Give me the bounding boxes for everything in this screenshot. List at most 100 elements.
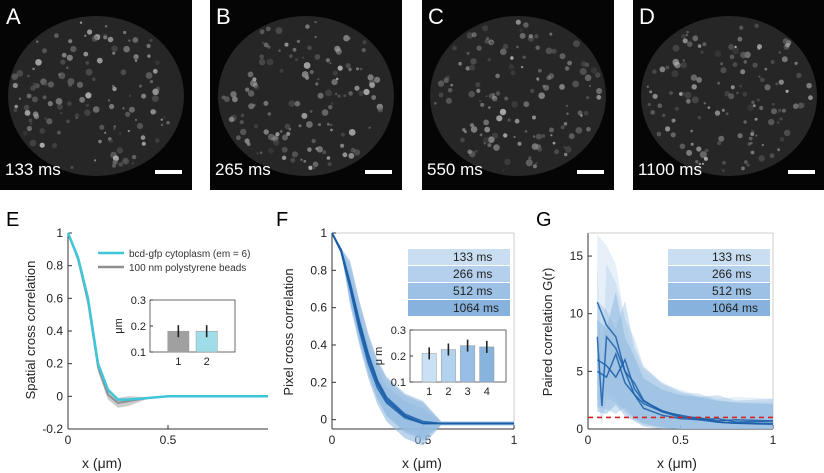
- fluorescent-spot: [47, 101, 53, 107]
- panel-label-d: D: [639, 4, 655, 29]
- fluorescent-spot: [337, 94, 341, 98]
- fluorescent-spot: [671, 118, 676, 123]
- exposure-time-b: 265 ms: [215, 160, 271, 179]
- fluorescent-spot: [291, 151, 299, 158]
- fluorescent-spot: [698, 162, 701, 166]
- fluorescent-spot: [343, 94, 347, 98]
- fluorescent-spot: [362, 40, 367, 45]
- fluorescent-spot: [471, 32, 477, 38]
- fluorescent-spot: [496, 115, 503, 122]
- fluorescent-spot: [104, 131, 107, 134]
- fluorescent-spot: [343, 35, 350, 42]
- micrograph-a-image: [8, 16, 184, 176]
- fluorescent-spot: [536, 77, 540, 81]
- fluorescent-spot: [359, 67, 363, 71]
- fluorescent-spot: [443, 77, 449, 84]
- fluorescent-spot: [499, 108, 507, 116]
- y-tick-label: 0.2: [310, 375, 327, 389]
- fluorescent-spot: [662, 113, 666, 117]
- fluorescent-spot: [307, 147, 312, 152]
- fluorescent-spot: [153, 70, 157, 74]
- fluorescent-spot: [13, 108, 18, 113]
- fluorescent-spot: [699, 151, 707, 159]
- inset-x-tick-label: 3: [465, 386, 471, 398]
- fluorescent-spot: [488, 136, 495, 143]
- fluorescent-spot: [754, 23, 759, 28]
- panel-label-b: B: [216, 4, 231, 29]
- fluorescent-spot: [682, 38, 688, 44]
- fluorescent-spot: [769, 153, 775, 159]
- fluorescent-spot: [353, 149, 361, 156]
- fluorescent-spot: [532, 164, 537, 169]
- fluorescent-spot: [289, 54, 293, 58]
- fluorescent-spot: [118, 162, 123, 167]
- fluorescent-spot: [764, 84, 771, 91]
- fluorescent-spot: [309, 70, 314, 74]
- series-band: [597, 234, 773, 429]
- inset-y-tick-label: 0.2: [391, 351, 406, 363]
- fluorescent-spot: [740, 69, 746, 75]
- fluorescent-spot: [334, 92, 338, 96]
- fluorescent-spot: [575, 126, 583, 134]
- fluorescent-spot: [325, 58, 331, 63]
- y-tick-label: -0.2: [42, 422, 63, 436]
- fluorescent-spot: [98, 139, 102, 144]
- fluorescent-spot: [123, 45, 130, 53]
- fluorescent-spot: [149, 38, 153, 43]
- fluorescent-spot: [656, 131, 662, 137]
- fluorescent-spot: [517, 141, 522, 146]
- fluorescent-spot: [354, 85, 360, 91]
- fluorescent-spot: [282, 134, 288, 141]
- panel-label-e: E: [6, 209, 19, 231]
- x-tick-label: 0.5: [160, 433, 177, 447]
- fluorescent-spot: [103, 35, 108, 40]
- fluorescent-spot: [750, 141, 753, 145]
- legend-label: 133 ms: [712, 250, 751, 264]
- fluorescent-spot: [744, 160, 748, 164]
- fluorescent-spot: [294, 100, 301, 107]
- fluorescent-spot: [42, 48, 47, 54]
- fluorescent-spot: [317, 92, 324, 99]
- fluorescent-spot: [85, 61, 90, 65]
- fluorescent-spot: [253, 82, 258, 88]
- fluorescent-spot: [286, 131, 291, 136]
- fluorescent-spot: [331, 79, 338, 86]
- fluorescent-spot: [28, 118, 33, 123]
- fluorescent-spot: [550, 134, 553, 137]
- fluorescent-spot: [107, 36, 114, 43]
- fluorescent-spot: [479, 133, 483, 137]
- micrograph-a: A 133 ms: [0, 0, 192, 190]
- fluorescent-spot: [152, 88, 159, 96]
- fluorescent-spot: [659, 66, 666, 73]
- fluorescent-spot: [750, 132, 755, 137]
- fluorescent-spot: [528, 34, 533, 39]
- fluorescent-spot: [57, 130, 61, 135]
- fluorescent-spot: [224, 96, 230, 103]
- fluorescent-spot: [511, 101, 518, 108]
- inset-y-tick-label: 0.1: [391, 377, 406, 389]
- exposure-time-c: 550 ms: [427, 160, 483, 179]
- panel-label-c: C: [428, 4, 444, 29]
- fluorescent-spot: [525, 159, 533, 167]
- fluorescent-spot: [74, 113, 80, 119]
- fluorescent-spot: [484, 39, 490, 44]
- fluorescent-spot: [345, 63, 351, 69]
- fluorescent-spot: [758, 75, 761, 78]
- fluorescent-spot: [155, 138, 160, 143]
- fluorescent-spot: [670, 132, 676, 138]
- fluorescent-spot: [531, 143, 539, 150]
- fluorescent-spot: [714, 110, 721, 116]
- fluorescent-spot: [108, 137, 112, 141]
- fluorescent-spot: [747, 104, 754, 111]
- fluorescent-spot: [369, 82, 375, 88]
- fluorescent-spot: [697, 115, 701, 120]
- fluorescent-spot: [232, 96, 238, 103]
- fluorescent-spot: [751, 100, 755, 105]
- fluorescent-spot: [515, 19, 521, 25]
- fluorescent-spot: [596, 94, 602, 100]
- fluorescent-spot: [475, 82, 481, 88]
- series-line: [596, 357, 774, 423]
- fluorescent-spot: [437, 80, 445, 87]
- ylabel-g: Paired correlation G(r): [540, 268, 555, 397]
- fluorescent-spot: [524, 130, 528, 133]
